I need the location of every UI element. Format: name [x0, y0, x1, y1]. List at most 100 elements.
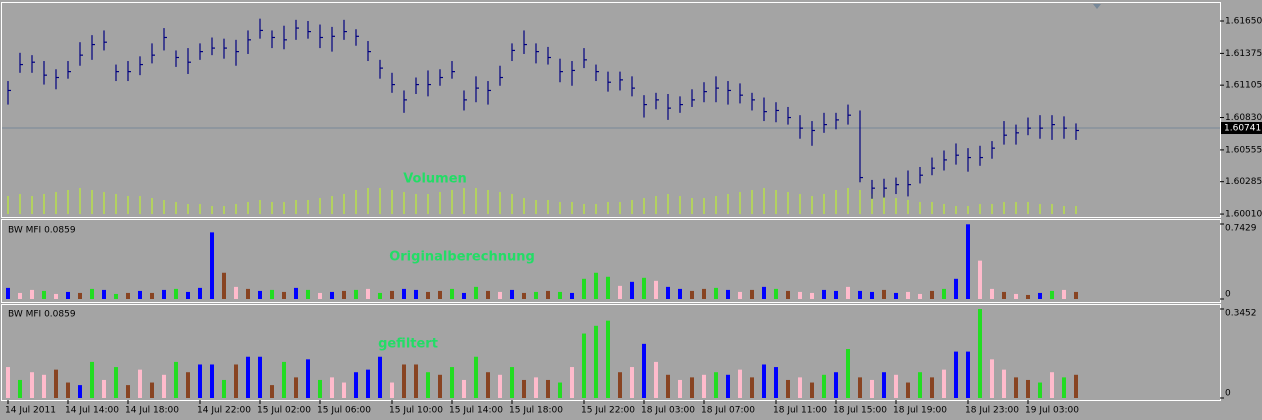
- mfi-bar: [966, 224, 970, 299]
- mfi-bar: [90, 288, 94, 299]
- mfi-bar: [822, 289, 826, 299]
- mfi-bar: [450, 367, 454, 398]
- mfi-bar: [102, 379, 106, 398]
- mfi-bar: [474, 286, 478, 299]
- mfi-bar: [570, 367, 574, 398]
- mfi-bar: [750, 289, 754, 299]
- mfi-bar: [366, 288, 370, 299]
- mfi-bar: [378, 292, 382, 299]
- mfi-bar: [990, 288, 994, 299]
- mfi-bar: [90, 361, 94, 398]
- x-tick-label: 15 Jul 02:00: [257, 406, 311, 416]
- mfi-bar: [738, 369, 742, 398]
- mfi-bar: [30, 289, 34, 299]
- mfi-bar: [30, 372, 34, 398]
- panel-title: BW MFI 0.0859: [8, 226, 76, 236]
- mfi-bar: [846, 349, 850, 398]
- mfi-bar: [834, 372, 838, 398]
- x-tick-label: 18 Jul 11:00: [773, 406, 827, 416]
- mfi-bar: [18, 292, 22, 299]
- mfi-bar: [954, 351, 958, 398]
- mfi-bar: [486, 290, 490, 299]
- y-tick-label: 1.61375: [1225, 49, 1262, 59]
- y-tick-label: 1.61105: [1225, 81, 1262, 91]
- current-price-box: [1221, 122, 1262, 135]
- y-tick-label: 1.60555: [1225, 145, 1262, 155]
- mfi-panel-frame: [1, 219, 1221, 303]
- mfi-bar: [6, 287, 10, 299]
- mfi-bar: [486, 372, 490, 398]
- mfi-bar: [642, 277, 646, 299]
- mfi-bar: [978, 309, 982, 398]
- mfi-bar: [126, 292, 130, 299]
- mfi-bar: [1038, 382, 1042, 398]
- mfi-bar: [714, 287, 718, 299]
- current-price-label: 1.60741: [1224, 124, 1261, 134]
- mfi-bar: [390, 382, 394, 398]
- mfi-bar: [306, 359, 310, 398]
- annotation: Volumen: [403, 172, 467, 187]
- mfi-bar: [750, 377, 754, 398]
- mfi-bar: [234, 364, 238, 398]
- mfi-bar: [870, 291, 874, 299]
- x-tick-label: 18 Jul 19:00: [893, 406, 947, 416]
- mfi-bar: [450, 288, 454, 299]
- mfi-bar: [882, 372, 886, 398]
- mfi-bar: [318, 292, 322, 299]
- mfi-bar: [1038, 292, 1042, 299]
- y-tick-label: 0: [1225, 389, 1231, 399]
- mfi-bar: [210, 232, 214, 299]
- mfi-bar: [666, 374, 670, 398]
- mfi-bar: [426, 291, 430, 299]
- mfi-bar: [546, 379, 550, 398]
- mfi-bar: [762, 286, 766, 299]
- mfi-bar: [150, 292, 154, 299]
- mfi-bar: [330, 291, 334, 299]
- mfi-bar: [966, 351, 970, 398]
- mfi-bar: [918, 372, 922, 398]
- mfi-bar: [6, 367, 10, 398]
- y-tick-label: 0: [1225, 290, 1231, 300]
- mfi-bar: [990, 359, 994, 398]
- mfi-bar: [222, 379, 226, 398]
- mfi-bar: [1050, 372, 1054, 398]
- mfi-bar: [42, 374, 46, 398]
- mfi-bar: [534, 291, 538, 299]
- mfi-bar: [294, 287, 298, 299]
- mfi-bar: [210, 364, 214, 398]
- mfi-bar: [174, 361, 178, 398]
- mfi-bar: [246, 356, 250, 398]
- mfi-bar: [54, 369, 58, 398]
- y-tick-label: 1.60285: [1225, 177, 1262, 187]
- mfi-bar: [798, 377, 802, 398]
- mfi-bar: [198, 287, 202, 299]
- mfi-bar: [978, 260, 982, 299]
- mfi-bar: [342, 382, 346, 398]
- mfi-bar: [474, 356, 478, 398]
- mfi-bar: [282, 361, 286, 398]
- mfi-bar: [1062, 289, 1066, 299]
- mfi-bar: [354, 372, 358, 398]
- y-tick-label: 1.60830: [1225, 113, 1262, 123]
- mfi-bar: [606, 320, 610, 398]
- mfi-bar: [870, 379, 874, 398]
- mfi-bar: [774, 367, 778, 398]
- mfi-bar: [738, 291, 742, 299]
- mfi-bar: [858, 377, 862, 398]
- mfi-bar: [930, 290, 934, 299]
- mfi-bar: [294, 377, 298, 398]
- x-tick-label: 14 Jul 2011: [5, 406, 56, 416]
- mfi-bar: [414, 289, 418, 299]
- mfi-bar: [606, 276, 610, 299]
- mfi-bar: [666, 286, 670, 299]
- mfi-bar: [726, 289, 730, 299]
- mfi-bar: [558, 382, 562, 398]
- mfi-bar: [306, 289, 310, 299]
- mfi-bar: [186, 291, 190, 299]
- x-tick-label: 14 Jul 18:00: [125, 406, 179, 416]
- mfi-bar: [366, 369, 370, 398]
- mfi-bar: [1026, 379, 1030, 398]
- mfi-bar: [630, 367, 634, 398]
- mfi-bar: [402, 288, 406, 299]
